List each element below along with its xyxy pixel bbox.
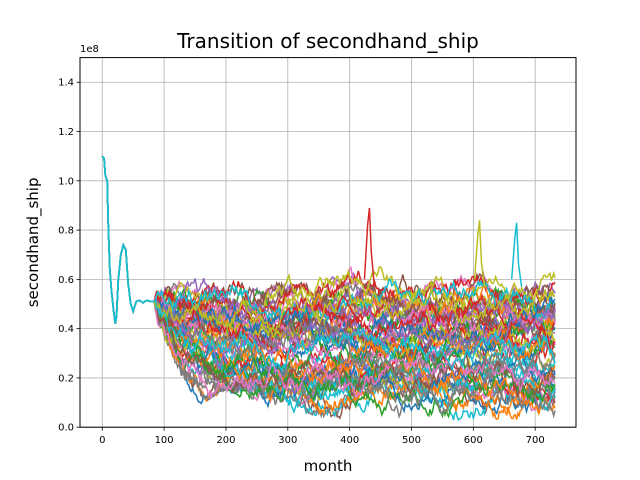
x-tick-label: 500	[402, 435, 421, 446]
peak-series-line	[473, 220, 486, 287]
y-tick-label: 0.8	[58, 226, 74, 237]
x-tick-label: 100	[155, 435, 174, 446]
y-tick-label: 0.0	[58, 423, 74, 434]
x-tick-label: 600	[464, 435, 483, 446]
y-tick-label: 1.4	[58, 78, 74, 89]
x-tick-label: 200	[216, 435, 235, 446]
y-tick-label: 1.2	[58, 127, 74, 138]
x-tick-label: 700	[526, 435, 545, 446]
axis-ticks: 0 100 200 300 400 500 600 700 0.0 0.2 0.4 0.6 0.8 1.0…	[58, 78, 545, 446]
x-tick-label: 300	[278, 435, 297, 446]
y-tick-label: 0.4	[58, 324, 74, 335]
series-lines	[101, 155, 556, 422]
peak-series-line	[510, 222, 523, 287]
x-tick-label: 0	[99, 435, 105, 446]
chart-title: Transition of secondhand_ship	[176, 29, 479, 53]
plot-frame	[79, 57, 577, 428]
y-tick-label: 0.2	[58, 373, 74, 384]
y-axis-label: secondhand_ship	[24, 178, 43, 308]
peak-series-line	[363, 207, 376, 287]
y-offset-label: 1e8	[80, 44, 99, 55]
history-line	[101, 155, 155, 324]
x-axis-label: month	[304, 457, 353, 475]
y-tick-label: 1.0	[58, 176, 74, 187]
x-tick-label: 400	[340, 435, 359, 446]
y-tick-label: 0.6	[58, 275, 74, 286]
